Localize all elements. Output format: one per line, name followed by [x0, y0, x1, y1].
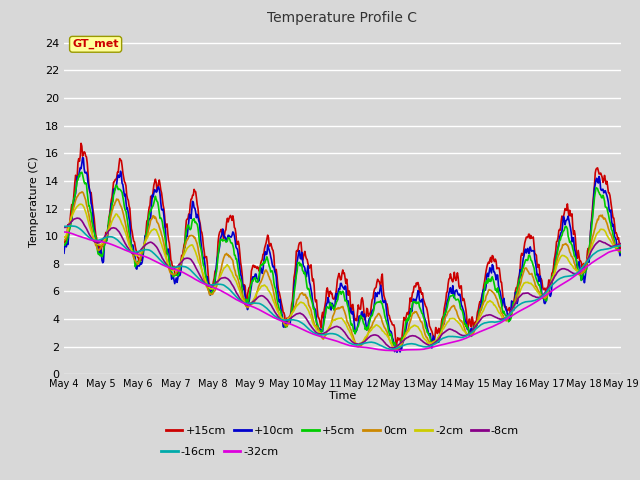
0cm	[78, 189, 86, 195]
-2cm	[60, 235, 68, 240]
Line: +15cm: +15cm	[64, 144, 621, 346]
-16cm	[71, 223, 79, 229]
-16cm	[128, 249, 136, 255]
-8cm	[428, 342, 436, 348]
-8cm	[185, 255, 193, 261]
-32cm	[61, 229, 68, 235]
+15cm	[128, 229, 136, 235]
+15cm	[428, 328, 436, 334]
+10cm	[412, 299, 419, 304]
Line: 0cm: 0cm	[64, 192, 621, 351]
0cm	[392, 348, 399, 354]
-16cm	[412, 341, 419, 347]
-32cm	[617, 247, 625, 252]
0cm	[412, 309, 419, 315]
+15cm	[617, 244, 625, 250]
-16cm	[387, 347, 395, 352]
-16cm	[214, 281, 222, 287]
-16cm	[68, 223, 76, 229]
-16cm	[617, 243, 625, 249]
+15cm	[70, 189, 78, 194]
X-axis label: Time: Time	[329, 391, 356, 401]
+10cm	[128, 242, 136, 248]
+5cm	[128, 248, 136, 254]
0cm	[214, 278, 222, 284]
-8cm	[617, 240, 625, 246]
-8cm	[74, 215, 81, 221]
+5cm	[70, 195, 78, 201]
Title: Temperature Profile C: Temperature Profile C	[268, 11, 417, 25]
0cm	[617, 248, 625, 253]
-2cm	[185, 244, 193, 250]
-32cm	[71, 232, 79, 238]
-32cm	[412, 347, 419, 352]
+5cm	[60, 242, 68, 248]
Text: GT_met: GT_met	[72, 39, 119, 49]
+10cm	[79, 155, 86, 160]
-2cm	[76, 201, 84, 207]
Line: +10cm: +10cm	[64, 157, 621, 352]
+5cm	[214, 253, 222, 259]
-2cm	[428, 341, 436, 347]
+10cm	[70, 199, 78, 204]
+10cm	[393, 349, 401, 355]
-16cm	[185, 266, 193, 272]
-8cm	[70, 216, 78, 222]
+5cm	[617, 250, 625, 255]
0cm	[428, 340, 436, 346]
-8cm	[412, 333, 419, 339]
+5cm	[392, 344, 400, 349]
+5cm	[428, 342, 436, 348]
0cm	[60, 238, 68, 243]
+10cm	[214, 252, 222, 257]
0cm	[185, 234, 193, 240]
-8cm	[214, 278, 222, 284]
+15cm	[214, 239, 222, 245]
+10cm	[617, 248, 625, 254]
Line: -2cm: -2cm	[64, 204, 621, 348]
-32cm	[428, 345, 436, 350]
-32cm	[60, 229, 68, 235]
-32cm	[128, 250, 136, 255]
Y-axis label: Temperature (C): Temperature (C)	[29, 156, 39, 247]
-2cm	[617, 242, 625, 248]
+5cm	[185, 223, 193, 228]
+10cm	[60, 251, 68, 256]
-8cm	[128, 251, 136, 256]
+5cm	[78, 169, 86, 175]
+10cm	[185, 220, 193, 226]
-2cm	[412, 323, 419, 328]
-2cm	[70, 208, 78, 214]
-32cm	[214, 287, 222, 292]
-32cm	[390, 348, 397, 354]
+5cm	[412, 299, 419, 305]
0cm	[70, 203, 78, 209]
0cm	[128, 250, 136, 255]
Line: +5cm: +5cm	[64, 172, 621, 347]
-8cm	[389, 345, 397, 351]
+15cm	[392, 343, 400, 349]
Line: -32cm: -32cm	[64, 232, 621, 351]
+15cm	[60, 240, 68, 246]
-16cm	[60, 224, 68, 229]
Line: -16cm: -16cm	[64, 226, 621, 349]
Legend: -16cm, -32cm: -16cm, -32cm	[157, 442, 284, 461]
+15cm	[185, 211, 193, 217]
+15cm	[412, 284, 419, 290]
-8cm	[60, 225, 68, 230]
+10cm	[428, 345, 436, 351]
Line: -8cm: -8cm	[64, 218, 621, 348]
-16cm	[428, 343, 436, 348]
+15cm	[77, 141, 85, 146]
-2cm	[214, 277, 222, 283]
-2cm	[128, 249, 136, 254]
-2cm	[392, 346, 399, 351]
-32cm	[185, 273, 193, 278]
